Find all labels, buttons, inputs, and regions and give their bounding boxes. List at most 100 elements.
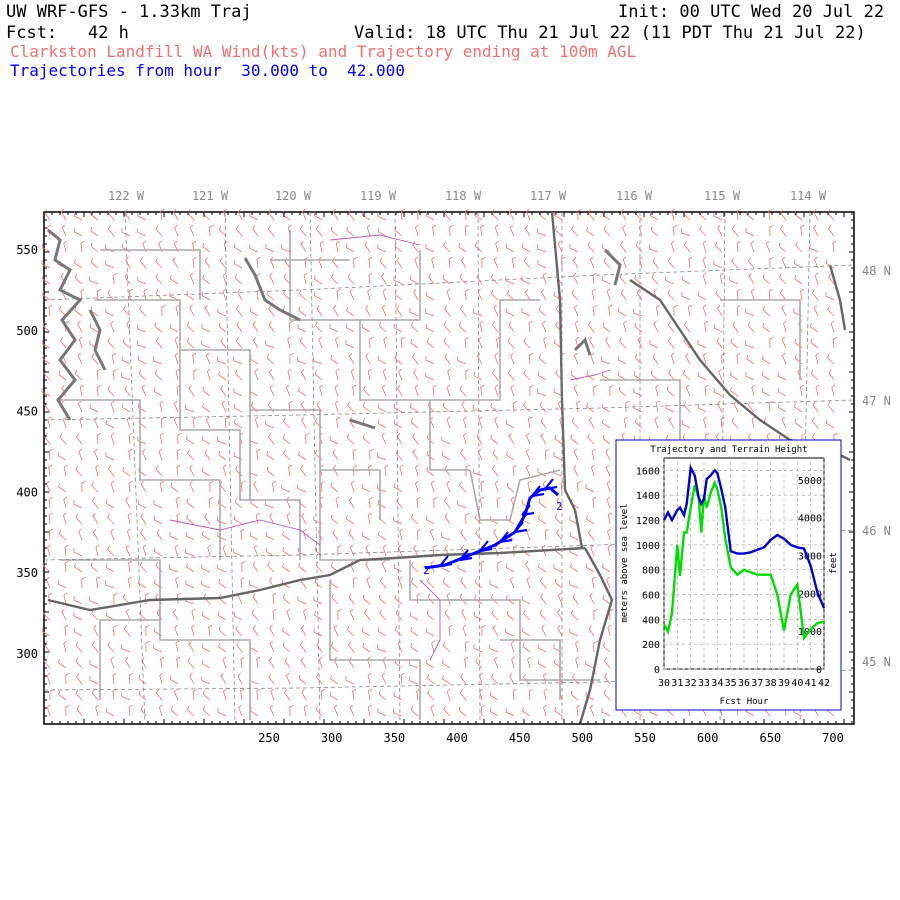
wind-barb [537, 244, 547, 253]
wind-barb [333, 464, 339, 477]
wind-barb [235, 369, 243, 381]
wind-barb [105, 707, 115, 717]
wind-barb [777, 371, 787, 381]
wind-barb [235, 625, 243, 637]
inset-y-ticks-meters: 0 200 400 600 800 1000 1200 1400 1600 [636, 466, 660, 676]
wind-barb [526, 208, 531, 221]
wind-barb [634, 209, 643, 221]
wind-barb [335, 496, 340, 509]
wind-barb [60, 208, 67, 221]
wind-barb [217, 356, 227, 365]
wind-barb [345, 340, 355, 349]
wind-barb [393, 483, 403, 493]
inset-y-tick-label: 800 [642, 566, 660, 577]
wind-barb [607, 528, 612, 541]
wind-barb [523, 369, 531, 381]
inset-x-tick-label: 41 [805, 678, 817, 689]
wind-barb [521, 243, 531, 253]
wind-barb [665, 276, 675, 285]
wind-barb [301, 416, 307, 429]
wind-barb [201, 467, 211, 477]
wind-barb [649, 339, 659, 349]
wind-barb [541, 288, 547, 301]
wind-barb [208, 496, 214, 509]
wind-barb [393, 563, 403, 573]
wind-barb [544, 528, 549, 541]
wind-barb [473, 308, 483, 317]
wind-barb [761, 355, 771, 365]
wind-barb [541, 544, 547, 557]
wind-barb [238, 704, 243, 717]
wind-barb [365, 304, 371, 317]
wind-barb [364, 609, 371, 621]
wind-barb [523, 673, 531, 685]
wind-barb [444, 608, 451, 621]
wind-barb [348, 528, 355, 541]
wind-barb [300, 465, 307, 477]
wind-barb [176, 512, 181, 525]
inset-series-line [662, 479, 825, 642]
wind-barb [140, 480, 147, 493]
longitude-label: 114 W [790, 189, 827, 203]
wind-barb [121, 403, 131, 413]
wind-barb [139, 561, 147, 573]
wind-barb [192, 688, 198, 701]
wind-barb [481, 257, 486, 269]
wind-barb [331, 273, 339, 285]
wind-barb [77, 320, 83, 333]
wind-barb [382, 288, 387, 301]
wind-barb [381, 272, 387, 285]
wind-barb [569, 244, 579, 253]
wind-barb [174, 352, 179, 365]
wind-barb [335, 336, 339, 349]
wind-barb [369, 337, 374, 349]
wind-barb [474, 594, 483, 605]
wind-barb [398, 368, 403, 381]
wind-barb [537, 563, 547, 573]
wind-barb [347, 273, 355, 285]
wind-barb [569, 531, 579, 541]
wind-barb [591, 576, 596, 589]
wind-barb [204, 256, 211, 269]
wind-barb [217, 308, 227, 317]
wind-barb [496, 496, 501, 509]
wind-barb [320, 688, 326, 701]
wind-barb [74, 563, 83, 573]
wind-barb [495, 240, 500, 253]
wind-barb [59, 433, 67, 445]
wind-barb [90, 562, 99, 573]
wind-barb [703, 352, 707, 365]
wind-barb [588, 321, 595, 333]
y-tick-label: 450 [16, 405, 38, 419]
wind-barb [266, 450, 275, 461]
inset-y-tick-label: 1600 [636, 466, 660, 477]
wind-barb [73, 548, 83, 557]
wind-barb [348, 496, 355, 509]
wind-barb [123, 305, 131, 317]
wind-barb [334, 400, 339, 413]
wind-barb [154, 322, 163, 333]
wind-barb [41, 243, 51, 253]
wind-barb [586, 402, 595, 413]
wind-barb [768, 208, 773, 221]
wind-barb [619, 337, 627, 349]
wind-barb [780, 209, 787, 221]
wind-barb [577, 481, 582, 493]
wind-barb [217, 436, 227, 445]
wind-barb [793, 259, 803, 269]
wind-barb [731, 417, 739, 429]
wind-barb [670, 240, 675, 253]
wind-barb [489, 691, 499, 701]
wind-barb [76, 705, 83, 717]
wind-barb [91, 641, 99, 653]
wind-barb [63, 640, 68, 653]
wind-barb [348, 209, 355, 221]
wind-barb [480, 224, 485, 237]
wind-barb [528, 320, 533, 333]
wind-barb [394, 626, 403, 637]
wind-barb [765, 240, 771, 253]
inset-y-tick-label-ft: 1000 [798, 627, 822, 638]
wind-barb [347, 401, 355, 413]
wind-barb [410, 578, 419, 589]
wind-barb [441, 659, 451, 669]
